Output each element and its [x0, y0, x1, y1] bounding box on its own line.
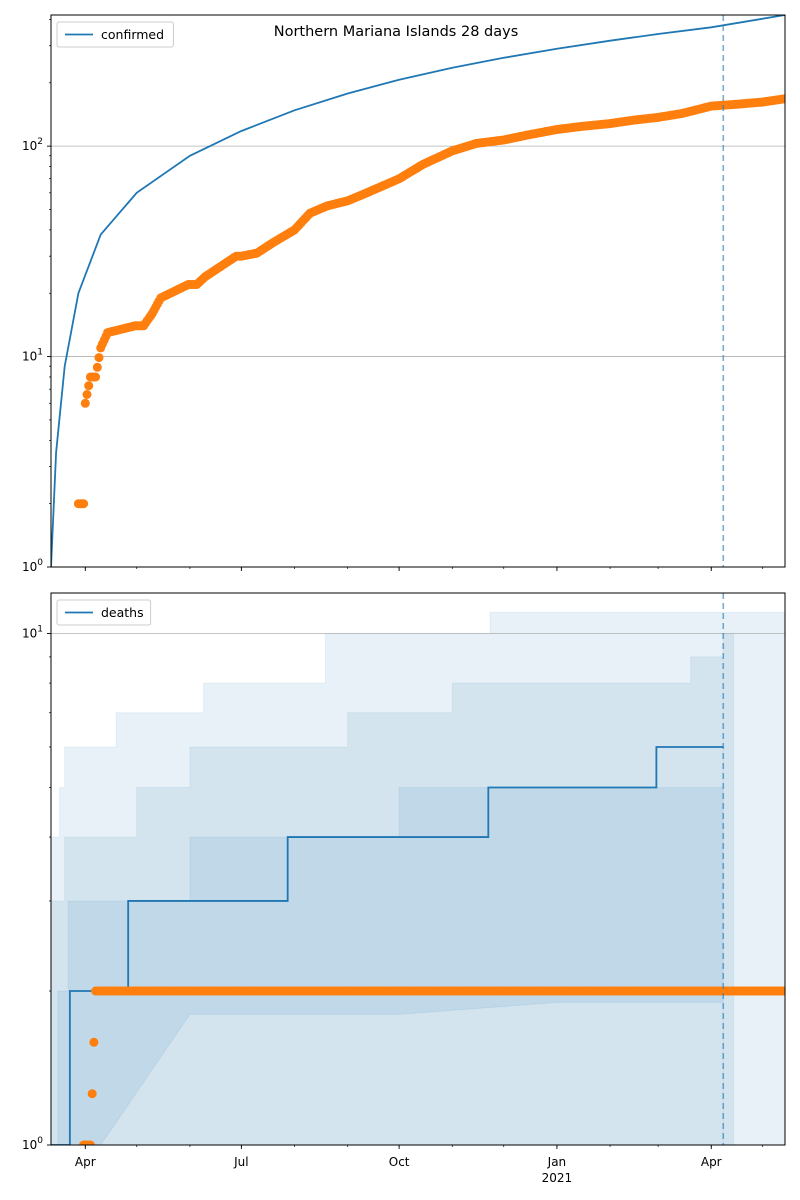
y-tick-label: 101 — [22, 348, 43, 364]
band-outer — [51, 593, 785, 1145]
legend-box — [56, 599, 152, 626]
plot-area — [51, 593, 785, 1145]
axes-frame — [50, 14, 786, 568]
data-point — [780, 94, 785, 104]
x-tick-label: Jul — [233, 1155, 248, 1169]
x-tick-sublabel: 2021 — [542, 1171, 573, 1185]
data-point — [94, 353, 104, 363]
x-tick-label: Apr — [701, 1155, 722, 1169]
data-point — [84, 381, 94, 391]
legend: deaths — [56, 599, 152, 626]
legend: confirmed — [56, 21, 174, 48]
x-tick-label: Jan — [547, 1155, 567, 1169]
data-point — [80, 398, 90, 408]
y-tick-label: 100 — [22, 1136, 43, 1152]
y-tick-label: 102 — [22, 137, 43, 153]
y-tick-label: 101 — [22, 625, 43, 641]
series-points — [73, 94, 785, 509]
chart-1: 100 101 102 Northern Mariana Islands 28 day… — [22, 14, 786, 574]
data-point — [92, 362, 102, 372]
data-point — [87, 1089, 97, 1099]
x-tick-label: Oct — [389, 1155, 410, 1169]
axes-frame — [50, 592, 786, 1146]
x-tick-label: Apr — [75, 1155, 96, 1169]
legend-label: deaths — [101, 605, 144, 620]
data-point — [91, 372, 101, 382]
legend-box — [56, 21, 174, 48]
plot-area — [51, 15, 785, 567]
data-point — [85, 1140, 95, 1145]
chart-title: Northern Mariana Islands 28 days — [274, 24, 519, 40]
legend-label: confirmed — [101, 27, 164, 42]
series-points — [79, 986, 785, 1145]
data-point — [79, 499, 89, 509]
data-point — [780, 986, 785, 996]
data-point — [89, 1037, 99, 1047]
chart-2: 100 101 Apr Jul Oct Jan 2021 Apr deaths — [22, 592, 786, 1185]
y-tick-label: 100 — [22, 558, 43, 574]
series-deaths — [51, 746, 724, 1145]
data-point — [82, 390, 92, 399]
series-confirmed — [51, 15, 785, 567]
